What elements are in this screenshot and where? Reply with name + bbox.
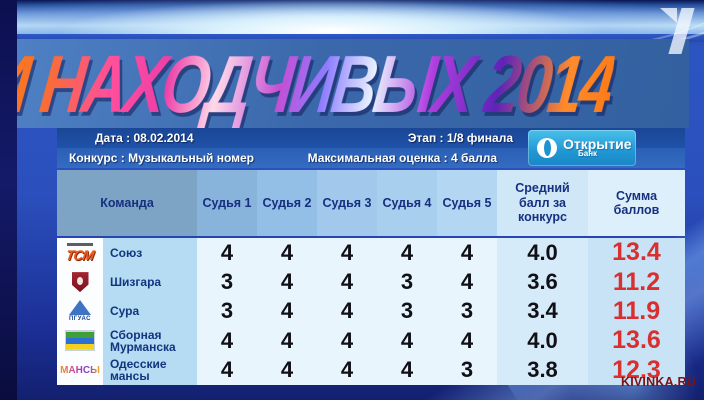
stage-text: Этап : 1/8 финала — [407, 131, 513, 145]
judge-score: 3 — [197, 267, 257, 297]
header-average: Средний балл за конкурс — [497, 170, 588, 236]
team-logo-cell — [57, 326, 103, 356]
sponsor-otkritie-logo: Открытие Банк — [528, 130, 636, 166]
max-score-text: Максимальная оценка : 4 балла — [307, 151, 497, 165]
team-name: Сборная Мурманска — [103, 326, 197, 356]
judge-score: 3 — [437, 296, 497, 327]
header-judge-1: Судья 1 — [197, 170, 257, 236]
sponsor-ring-icon — [537, 138, 557, 158]
team-name: Сура — [103, 296, 197, 327]
judge-score: 4 — [257, 267, 317, 297]
sponsor-name: Открытие Банк — [563, 135, 632, 158]
header-total: Сумма баллов — [588, 170, 685, 236]
judge-score: 4 — [317, 296, 377, 327]
judge-score: 4 — [437, 267, 497, 297]
judge-score: 4 — [317, 267, 377, 297]
header-judge-2: Судья 2 — [257, 170, 317, 236]
channel-one-flag-shape — [660, 8, 677, 23]
flag-logo-icon — [65, 330, 95, 352]
top-glow-band — [0, 0, 704, 34]
judge-score: 4 — [257, 355, 317, 385]
table-row: МАНСЫ Одесские мансы 4 4 4 4 3 3.8 12.3 — [57, 355, 685, 385]
table-row: Сборная Мурманска 4 4 4 4 4 4.0 13.6 — [57, 326, 685, 356]
judge-score: 4 — [257, 326, 317, 356]
judge-score: 3 — [197, 296, 257, 327]
total-score: 12.3 — [588, 355, 685, 385]
pgaus-triangle-shape — [68, 300, 91, 316]
average-score: 4.0 — [497, 238, 588, 268]
average-score: 3.6 — [497, 267, 588, 297]
average-score: 3.8 — [497, 355, 588, 385]
judge-score: 4 — [317, 355, 377, 385]
average-score: 4.0 — [497, 326, 588, 356]
table-header: Команда Судья 1 Судья 2 Судья 3 Судья 4 … — [57, 170, 685, 236]
team-name: Одесские мансы — [103, 355, 197, 385]
header-judge-5: Судья 5 — [437, 170, 497, 236]
tsm-top-bar — [66, 242, 93, 246]
pgaus-logo-icon: ПГУАС — [68, 300, 91, 323]
team-logo-cell — [57, 267, 103, 297]
contest-text: Конкурс : Музыкальный номер — [69, 151, 255, 165]
judge-score: 4 — [377, 238, 437, 268]
judge-score: 3 — [437, 355, 497, 385]
header-judge-3: Судья 3 — [317, 170, 377, 236]
judge-score: 4 — [377, 355, 437, 385]
total-score: 13.4 — [588, 238, 685, 268]
channel-one-logo-icon — [648, 0, 704, 64]
judge-score: 3 — [377, 296, 437, 327]
table-row: Шизгара 3 4 4 3 4 3.6 11.2 — [57, 267, 685, 297]
judge-score: 4 — [197, 238, 257, 268]
sponsor-lens-shape — [544, 140, 551, 156]
table-body: ТСМ Союз 4 4 4 4 4 4.0 13.4 Шизгара 3 4 4 3 4 3.6 11.2 ПГ… — [57, 238, 685, 385]
crest-logo-icon — [71, 272, 89, 293]
sponsor-name-text: Открытие — [563, 135, 632, 152]
watermark: KIVINKA.RU — [621, 375, 696, 389]
tsm-logo-icon: ТСМ — [64, 242, 96, 263]
flag-stripe — [66, 343, 94, 350]
judge-score: 4 — [317, 238, 377, 268]
judge-score: 4 — [437, 326, 497, 356]
date-text: Дата : 08.02.2014 — [95, 131, 194, 145]
total-score: 11.2 — [588, 267, 685, 297]
pgaus-caption: ПГУАС — [68, 316, 91, 323]
team-name: Шизгара — [103, 267, 197, 297]
judge-score: 4 — [257, 296, 317, 327]
total-score: 11.9 — [588, 296, 685, 327]
judge-score: 3 — [377, 267, 437, 297]
judge-score: 4 — [437, 238, 497, 268]
flag-stripe — [66, 338, 94, 344]
sponsor-sub-text: Банк — [578, 148, 598, 158]
team-logo-cell: ПГУАС — [57, 296, 103, 327]
judge-score: 4 — [317, 326, 377, 356]
header-judge-4: Судья 4 — [377, 170, 437, 236]
judge-score: 4 — [257, 238, 317, 268]
crest-detail — [77, 277, 83, 286]
total-score: 13.6 — [588, 326, 685, 356]
show-title: И НАХОДЧИВЫХ 2014 — [17, 39, 617, 128]
team-logo-cell: МАНСЫ — [57, 355, 103, 385]
show-title-banner: И НАХОДЧИВЫХ 2014 — [17, 39, 689, 128]
average-score: 3.4 — [497, 296, 588, 327]
flag-stripe — [66, 332, 94, 339]
table-row: ТСМ Союз 4 4 4 4 4 4.0 13.4 — [57, 238, 685, 268]
judge-score: 4 — [197, 355, 257, 385]
team-logo-text: МАНСЫ — [60, 364, 100, 376]
crest-shape — [71, 272, 89, 293]
table-row: ПГУАС Сура 3 4 4 3 3 3.4 11.9 — [57, 296, 685, 327]
header-team: Команда — [57, 170, 197, 236]
team-logo-cell: ТСМ — [57, 238, 103, 268]
mansy-logo-icon: МАНСЫ — [60, 365, 100, 376]
info-bars: Дата : 08.02.2014 Этап : 1/8 финала Конк… — [57, 128, 685, 168]
top-divider-band — [0, 34, 704, 42]
team-name: Союз — [103, 238, 197, 268]
left-edge-strip — [0, 0, 17, 400]
team-logo-text: ТСМ — [64, 246, 96, 263]
judge-score: 4 — [377, 326, 437, 356]
judge-score: 4 — [197, 326, 257, 356]
flag-shape — [65, 331, 95, 351]
